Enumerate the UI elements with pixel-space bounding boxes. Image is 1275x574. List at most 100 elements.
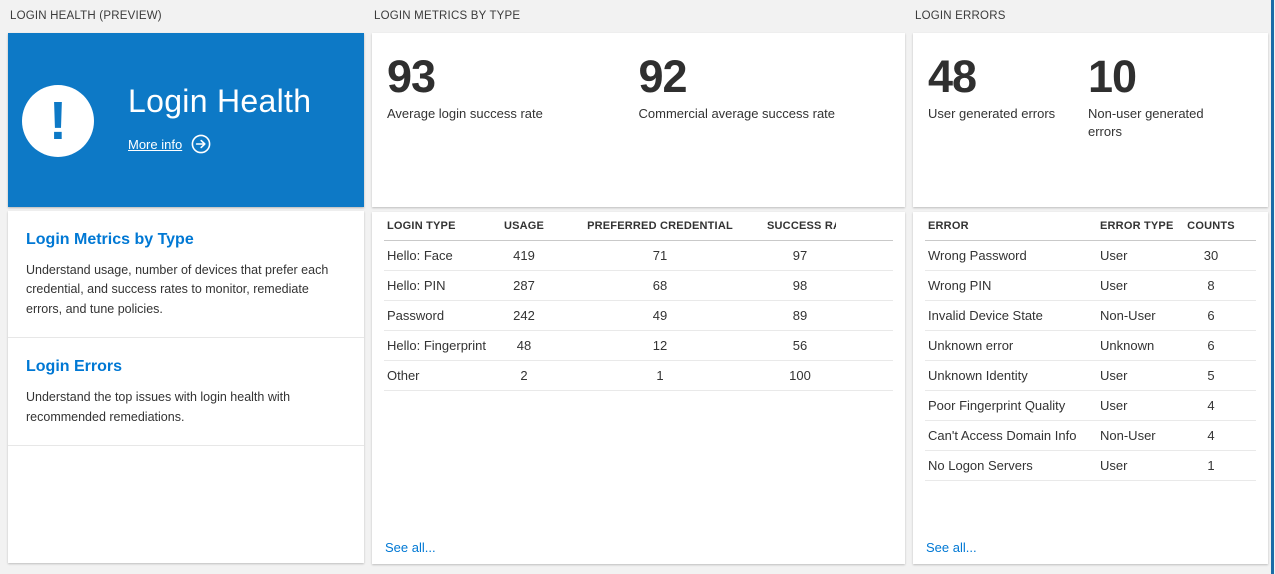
login-health-nav-panel: Login Metrics by Type Understand usage, … (8, 211, 364, 563)
stat-label: Commercial average success rate (638, 106, 836, 122)
table-row[interactable]: Invalid Device State Non-User 6 (925, 301, 1256, 331)
table-cell: User (1100, 458, 1128, 473)
table-cell: Hello: PIN (387, 278, 446, 293)
table-cell: 5 (1207, 368, 1215, 383)
login-errors-stats-tile: 48 User generated errors 10 Non-user gen… (913, 33, 1268, 207)
table-header-row: LOGIN TYPE USAGE PREFERRED CREDENTIAL SUCCE… (384, 212, 893, 241)
table-cell: No Logon Servers (928, 458, 1033, 473)
table-cell: 6 (1207, 338, 1215, 353)
table-cell: Poor Fingerprint Quality (928, 398, 1066, 413)
alert-icon: ! (22, 85, 94, 157)
login-errors-column: LOGIN ERRORS 48 User generated errors 10… (913, 0, 1268, 564)
table-cell: Unknown error (928, 338, 1014, 353)
table-cell: 1 (1207, 458, 1215, 473)
table-cell: Password (387, 308, 445, 323)
table-cell: 419 (513, 248, 535, 263)
stat-value: 10 (1088, 51, 1137, 102)
table-cell: Other (387, 368, 420, 383)
table-cell: Unknown Identity (928, 368, 1028, 383)
stat-label: Non-user generated errors (1088, 106, 1204, 139)
table-cell: 97 (792, 248, 808, 263)
table-cell: 49 (652, 308, 668, 323)
login-metrics-table: LOGIN TYPE USAGE PREFERRED CREDENTIAL SUCCE… (384, 212, 893, 391)
table-cell: Hello: Face (387, 248, 453, 263)
stat-commercial-average-success-rate: 92 Commercial average success rate (639, 53, 891, 207)
table-row[interactable]: Can't Access Domain Info Non-User 4 (925, 421, 1256, 451)
column-header: USAGE (503, 220, 545, 232)
table-cell: 1 (656, 368, 664, 383)
table-cell: Non-User (1100, 308, 1156, 323)
nav-item-login-metrics-by-type[interactable]: Login Metrics by Type Understand usage, … (8, 211, 364, 339)
login-errors-section-header: LOGIN ERRORS (915, 10, 1006, 22)
nav-item-description: Understand the top issues with login hea… (26, 390, 291, 424)
table-cell: Invalid Device State (928, 308, 1043, 323)
column-header: LOGIN TYPE (387, 220, 456, 232)
table-row[interactable]: Hello: PIN 287 68 98 (384, 271, 893, 301)
table-cell: User (1100, 398, 1128, 413)
table-cell: 56 (792, 338, 808, 353)
table-cell: 8 (1207, 278, 1215, 293)
table-cell: 4 (1207, 398, 1215, 413)
table-cell: 2 (520, 368, 528, 383)
login-metrics-stats-tile: 93 Average login success rate 92 Commerc… (372, 33, 905, 207)
arrow-right-circle-icon[interactable] (191, 134, 211, 154)
table-cell: Non-User (1100, 428, 1156, 443)
table-cell: Wrong Password (928, 248, 1027, 263)
nav-item-title[interactable]: Login Errors (26, 358, 123, 376)
stat-average-login-success-rate: 93 Average login success rate (387, 53, 639, 207)
table-cell: 6 (1207, 308, 1215, 323)
login-health-tile[interactable]: ! Login Health More info (8, 33, 364, 207)
table-cell: User (1100, 368, 1128, 383)
table-row[interactable]: Poor Fingerprint Quality User 4 (925, 391, 1256, 421)
table-row[interactable]: Password 242 49 89 (384, 301, 893, 331)
table-row[interactable]: Unknown Identity User 5 (925, 361, 1256, 391)
table-cell: Can't Access Domain Info (928, 428, 1077, 443)
table-cell: 287 (513, 278, 535, 293)
stat-label: User generated errors (928, 106, 1056, 122)
table-cell: 12 (652, 338, 668, 353)
table-row[interactable]: Wrong PIN User 8 (925, 271, 1256, 301)
login-metrics-column: LOGIN METRICS BY TYPE 93 Average login s… (372, 0, 905, 564)
right-edge-accent-bar (1271, 0, 1274, 574)
column-header: PREFERRED CREDENTIAL (587, 220, 733, 232)
login-errors-table: ERROR ERROR TYPE COUNTS Wrong Password User 3… (925, 212, 1256, 481)
table-cell: 30 (1203, 248, 1219, 263)
table-cell: 4 (1207, 428, 1215, 443)
table-row[interactable]: Unknown error Unknown 6 (925, 331, 1256, 361)
table-cell: Wrong PIN (928, 278, 992, 293)
table-cell: Hello: Fingerprint (387, 338, 486, 353)
table-cell: 98 (792, 278, 808, 293)
table-row[interactable]: Wrong Password User 30 (925, 241, 1256, 271)
table-row[interactable]: No Logon Servers User 1 (925, 451, 1256, 481)
see-all-link[interactable]: See all... (385, 540, 436, 555)
nav-item-title[interactable]: Login Metrics by Type (26, 231, 194, 248)
column-header: ERROR (928, 220, 969, 232)
table-cell: 100 (789, 368, 811, 383)
login-errors-table-tile: ERROR ERROR TYPE COUNTS Wrong Password User 3… (913, 212, 1268, 564)
stat-value: 48 (928, 51, 977, 102)
table-cell: User (1100, 278, 1128, 293)
login-health-section-header: LOGIN HEALTH (PREVIEW) (10, 10, 162, 22)
table-cell: 89 (792, 308, 808, 323)
see-all-link[interactable]: See all... (926, 540, 977, 555)
table-row[interactable]: Hello: Face 419 71 97 (384, 241, 893, 271)
stat-non-user-generated-errors: 10 Non-user generated errors (1088, 53, 1228, 207)
table-row[interactable]: Hello: Fingerprint 48 12 56 (384, 331, 893, 361)
hero-body: Login Health More info (128, 83, 311, 154)
column-header: ERROR TYPE (1100, 220, 1174, 232)
table-row[interactable]: Other 2 1 100 (384, 361, 893, 391)
stat-value: 93 (387, 51, 436, 102)
stat-user-generated-errors: 48 User generated errors (928, 53, 1088, 207)
stat-value: 92 (638, 51, 688, 102)
login-health-title: Login Health (128, 83, 312, 119)
more-info-link[interactable]: More info (128, 136, 183, 152)
login-metrics-table-tile: LOGIN TYPE USAGE PREFERRED CREDENTIAL SUCCE… (372, 212, 905, 564)
nav-item-login-errors[interactable]: Login Errors Understand the top issues w… (8, 338, 364, 446)
column-header: SUCCESS RATE (767, 220, 836, 232)
table-cell: 242 (513, 308, 535, 323)
table-cell: Unknown (1100, 338, 1155, 353)
stat-label: Average login success rate (387, 106, 543, 122)
login-health-column: LOGIN HEALTH (PREVIEW) ! Login Health Mo… (8, 0, 364, 563)
column-header: COUNTS (1187, 220, 1235, 232)
nav-item-description: Understand usage, number of devices that… (26, 263, 329, 316)
